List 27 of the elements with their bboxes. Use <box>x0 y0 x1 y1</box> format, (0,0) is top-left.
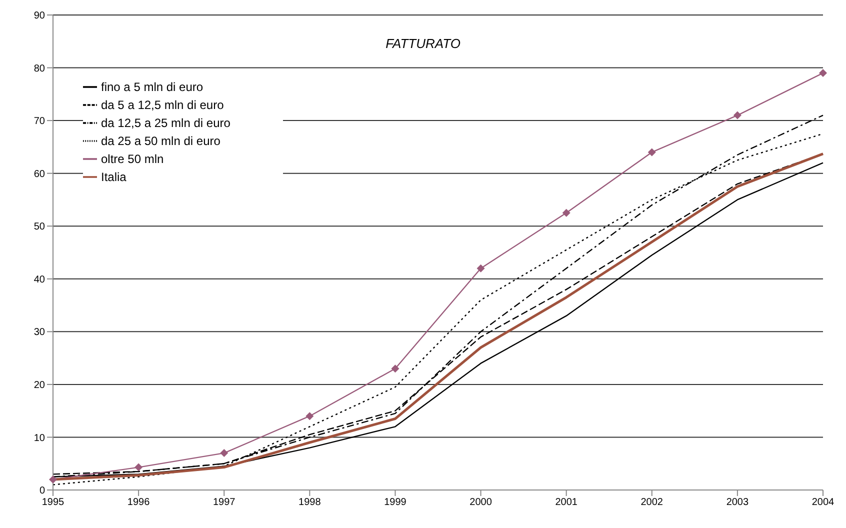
x-tick-label: 2003 <box>726 497 750 508</box>
y-tick-label: 50 <box>34 222 46 233</box>
x-tick-label: 1997 <box>212 497 236 508</box>
text: FATTURATO <box>386 36 460 51</box>
x-tick-label: 2000 <box>470 497 492 508</box>
legend-label: Italia <box>101 170 126 184</box>
x-tick-label: 2002 <box>640 497 664 508</box>
x-tick-label: 1995 <box>42 497 65 508</box>
y-tick-label: 30 <box>34 327 46 338</box>
legend-label: da 12,5 a 25 mln di euro <box>101 116 230 130</box>
y-tick-label: 40 <box>34 274 46 286</box>
x-tick-label: 2004 <box>812 497 835 508</box>
legend-label: da 5 a 12,5 mln di euro <box>101 98 224 112</box>
legend-label: fino a 5 mln di euro <box>101 80 204 94</box>
y-tick-label: 20 <box>34 380 46 391</box>
x-tick-label: 1999 <box>384 497 407 508</box>
legend-label: da 25 a 50 mln di euro <box>101 134 220 148</box>
x-tick-label: 1996 <box>127 497 150 508</box>
y-tick-label: 80 <box>34 63 46 74</box>
y-tick-label: 90 <box>34 10 46 22</box>
x-tick-label: 2001 <box>555 497 578 508</box>
y-tick-label: 60 <box>34 168 46 180</box>
y-tick-label: 0 <box>39 486 46 497</box>
y-tick-label: 10 <box>34 432 46 444</box>
x-tick-label: 1998 <box>298 497 322 508</box>
y-tick-label: 70 <box>34 116 46 128</box>
legend-label: oltre 50 mln <box>101 152 164 166</box>
